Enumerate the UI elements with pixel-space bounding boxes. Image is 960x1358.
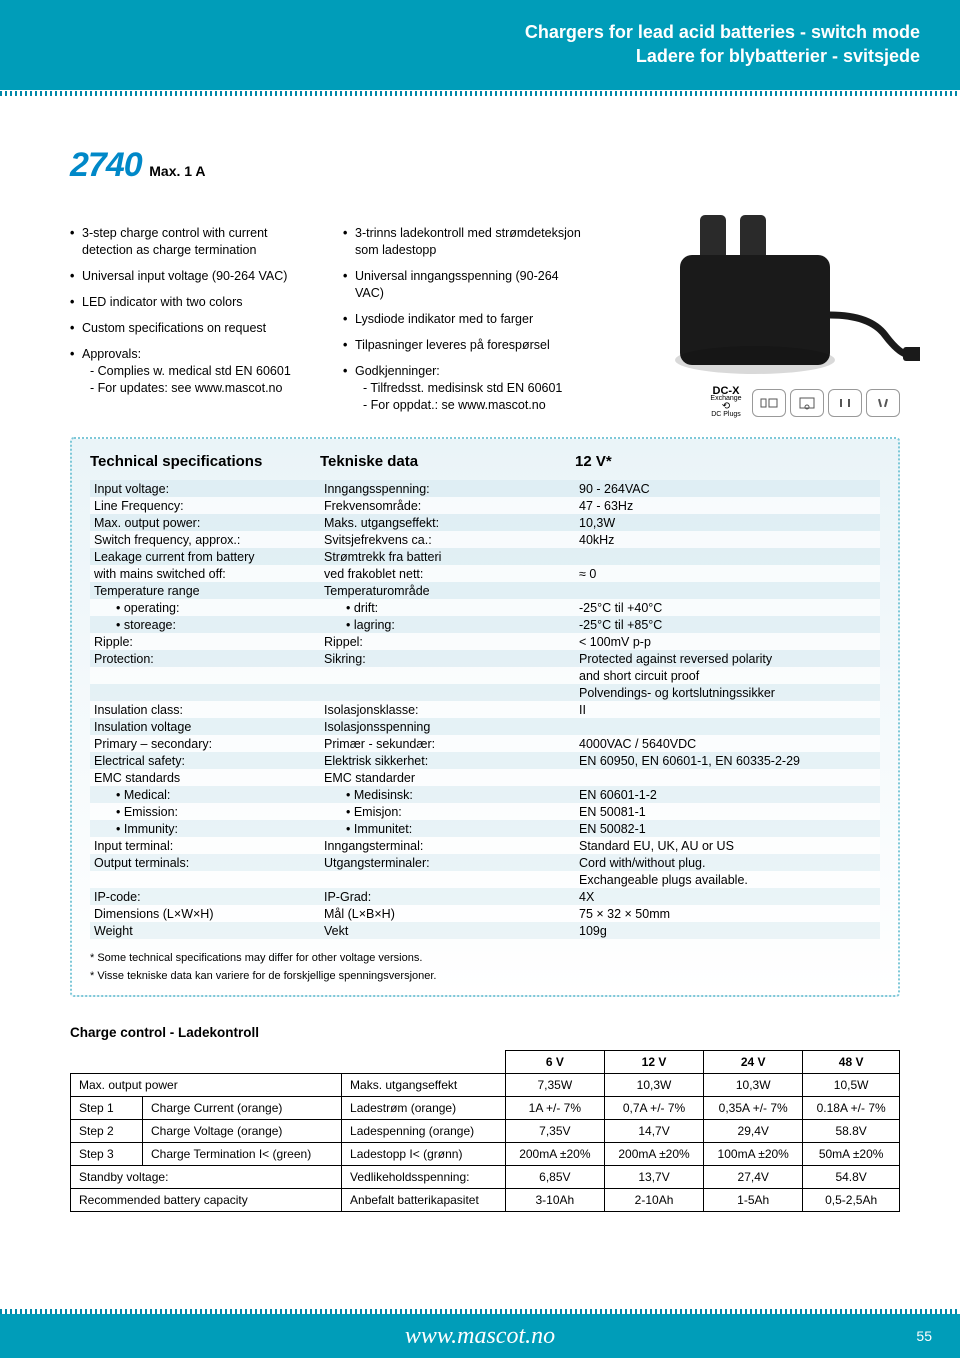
feature-item: 3-step charge control with current detec… <box>70 225 315 259</box>
features-english: 3-step charge control with current detec… <box>70 225 315 423</box>
model-subtitle: Max. 1 A <box>149 163 205 179</box>
spec-row: Line Frequency:Frekvensområde:47 - 63Hz <box>90 497 880 514</box>
charge-control-title: Charge control - Ladekontroll <box>70 1025 900 1040</box>
spec-row: • Immunity:• Immunitet:EN 50082-1 <box>90 820 880 837</box>
product-image-area: DC-X Exchange ⟲ DC Plugs <box>616 225 900 423</box>
main-content: 2740 Max. 1 A 3-step charge control with… <box>0 96 960 1212</box>
spec-row: Primary – secondary:Primær - sekundær:40… <box>90 735 880 752</box>
feature-item: LED indicator with two colors <box>70 294 315 311</box>
feature-item: Tilpasninger leveres på forespørsel <box>343 337 588 354</box>
spec-row: • Emission:• Emisjon:EN 50081-1 <box>90 803 880 820</box>
cc-header-row: 6 V12 V24 V48 V <box>71 1051 900 1074</box>
spec-row: Insulation voltageIsolasjonsspenning <box>90 718 880 735</box>
feature-item: Custom specifications on request <box>70 320 315 337</box>
dcx-badge: DC-X Exchange ⟲ DC Plugs <box>704 383 748 423</box>
cc-row: Step 3Charge Termination I< (green)Lades… <box>71 1143 900 1166</box>
spec-row: Leakage current from batteryStrømtrekk f… <box>90 548 880 565</box>
cc-row: Step 2Charge Voltage (orange)Ladespennin… <box>71 1120 900 1143</box>
spec-row: Dimensions (L×W×H)Mål (L×B×H)75 × 32 × 5… <box>90 905 880 922</box>
spec-row: Switch frequency, approx.:Svitsjefrekven… <box>90 531 880 548</box>
specs-header-row: Technical specifications Tekniske data 1… <box>90 453 880 470</box>
spec-row: • operating:• drift:-25°C til +40°C <box>90 599 880 616</box>
spec-row: Ripple:Rippel:< 100mV p-p <box>90 633 880 650</box>
spec-row: Polvendings- og kortslutningssikker <box>90 684 880 701</box>
spec-row: Input terminal:Inngangsterminal:Standard… <box>90 837 880 854</box>
spec-row: Output terminals:Utgangsterminaler:Cord … <box>90 854 880 871</box>
charge-control-table: 6 V12 V24 V48 VMax. output powerMaks. ut… <box>70 1050 900 1212</box>
spec-row: Max. output power:Maks. utgangseffekt:10… <box>90 514 880 531</box>
model-heading: 2740 Max. 1 A <box>70 146 900 185</box>
spec-row: Input voltage:Inngangsspenning:90 - 264V… <box>90 480 880 497</box>
feature-item: Universal input voltage (90-264 VAC) <box>70 268 315 285</box>
spec-row: Insulation class:Isolasjonsklasse:II <box>90 701 880 718</box>
feature-item: Godkjenninger:- Tilfredsst. medisinsk st… <box>343 363 588 414</box>
header-title-no: Ladere for blybatterier - svitsjede <box>0 44 920 68</box>
spec-row: • storeage:• lagring:-25°C til +85°C <box>90 616 880 633</box>
spec-row: Protection:Sikring:Protected against rev… <box>90 650 880 667</box>
spec-row: Exchangeable plugs available. <box>90 871 880 888</box>
page-header: Chargers for lead acid batteries - switc… <box>0 0 960 90</box>
features-norwegian: 3-trinns ladekontroll med strømdeteksjon… <box>343 225 588 423</box>
plug-icon-1 <box>752 389 786 417</box>
cc-row: Recommended battery capacityAnbefalt bat… <box>71 1189 900 1212</box>
page-number: 55 <box>916 1328 932 1344</box>
specs-heading-voltage: 12 V* <box>575 453 612 470</box>
features-row: 3-step charge control with current detec… <box>70 225 900 423</box>
feature-item: 3-trinns ladekontroll med strømdeteksjon… <box>343 225 588 259</box>
specs-table: Input voltage:Inngangsspenning:90 - 264V… <box>90 480 880 939</box>
header-title-en: Chargers for lead acid batteries - switc… <box>0 20 920 44</box>
spec-row: and short circuit proof <box>90 667 880 684</box>
plug-icon-3 <box>828 389 862 417</box>
spec-row: Temperature rangeTemperaturområde <box>90 582 880 599</box>
specs-footnotes: * Some technical specifications may diff… <box>90 949 880 985</box>
specifications-panel: Technical specifications Tekniske data 1… <box>70 437 900 997</box>
spec-row: with mains switched off:ved frakoblet ne… <box>90 565 880 582</box>
feature-item: Approvals:- Complies w. medical std EN 6… <box>70 346 315 397</box>
plug-icon-2 <box>790 389 824 417</box>
specs-heading-en: Technical specifications <box>90 453 320 470</box>
plug-icon-4 <box>866 389 900 417</box>
specs-heading-no: Tekniske data <box>320 453 575 470</box>
cc-row: Step 1Charge Current (orange)Ladestrøm (… <box>71 1097 900 1120</box>
certification-icons: DC-X Exchange ⟲ DC Plugs <box>704 383 900 423</box>
footnote-no: * Visse tekniske data kan variere for de… <box>90 967 880 985</box>
spec-row: EMC standardsEMC standarder <box>90 769 880 786</box>
spec-row: Electrical safety:Elektrisk sikkerhet:EN… <box>90 752 880 769</box>
feature-item: Lysdiode indikator med to farger <box>343 311 588 328</box>
cc-row: Standby voltage:Vedlikeholdsspenning:6,8… <box>71 1166 900 1189</box>
charger-illustration <box>640 205 920 405</box>
feature-item: Universal inngangsspenning (90-264 VAC) <box>343 268 588 302</box>
footnote-en: * Some technical specifications may diff… <box>90 949 880 967</box>
spec-row: WeightVekt109g <box>90 922 880 939</box>
footer-url: www.mascot.no <box>405 1323 555 1350</box>
charge-control-section: Charge control - Ladekontroll 6 V12 V24 … <box>70 1025 900 1212</box>
cc-row: Max. output powerMaks. utgangseffekt7,35… <box>71 1074 900 1097</box>
page-footer: www.mascot.no 55 <box>0 1314 960 1358</box>
spec-row: IP-code:IP-Grad:4X <box>90 888 880 905</box>
model-number: 2740 <box>70 146 142 184</box>
spec-row: • Medical:• Medisinsk:EN 60601-1-2 <box>90 786 880 803</box>
